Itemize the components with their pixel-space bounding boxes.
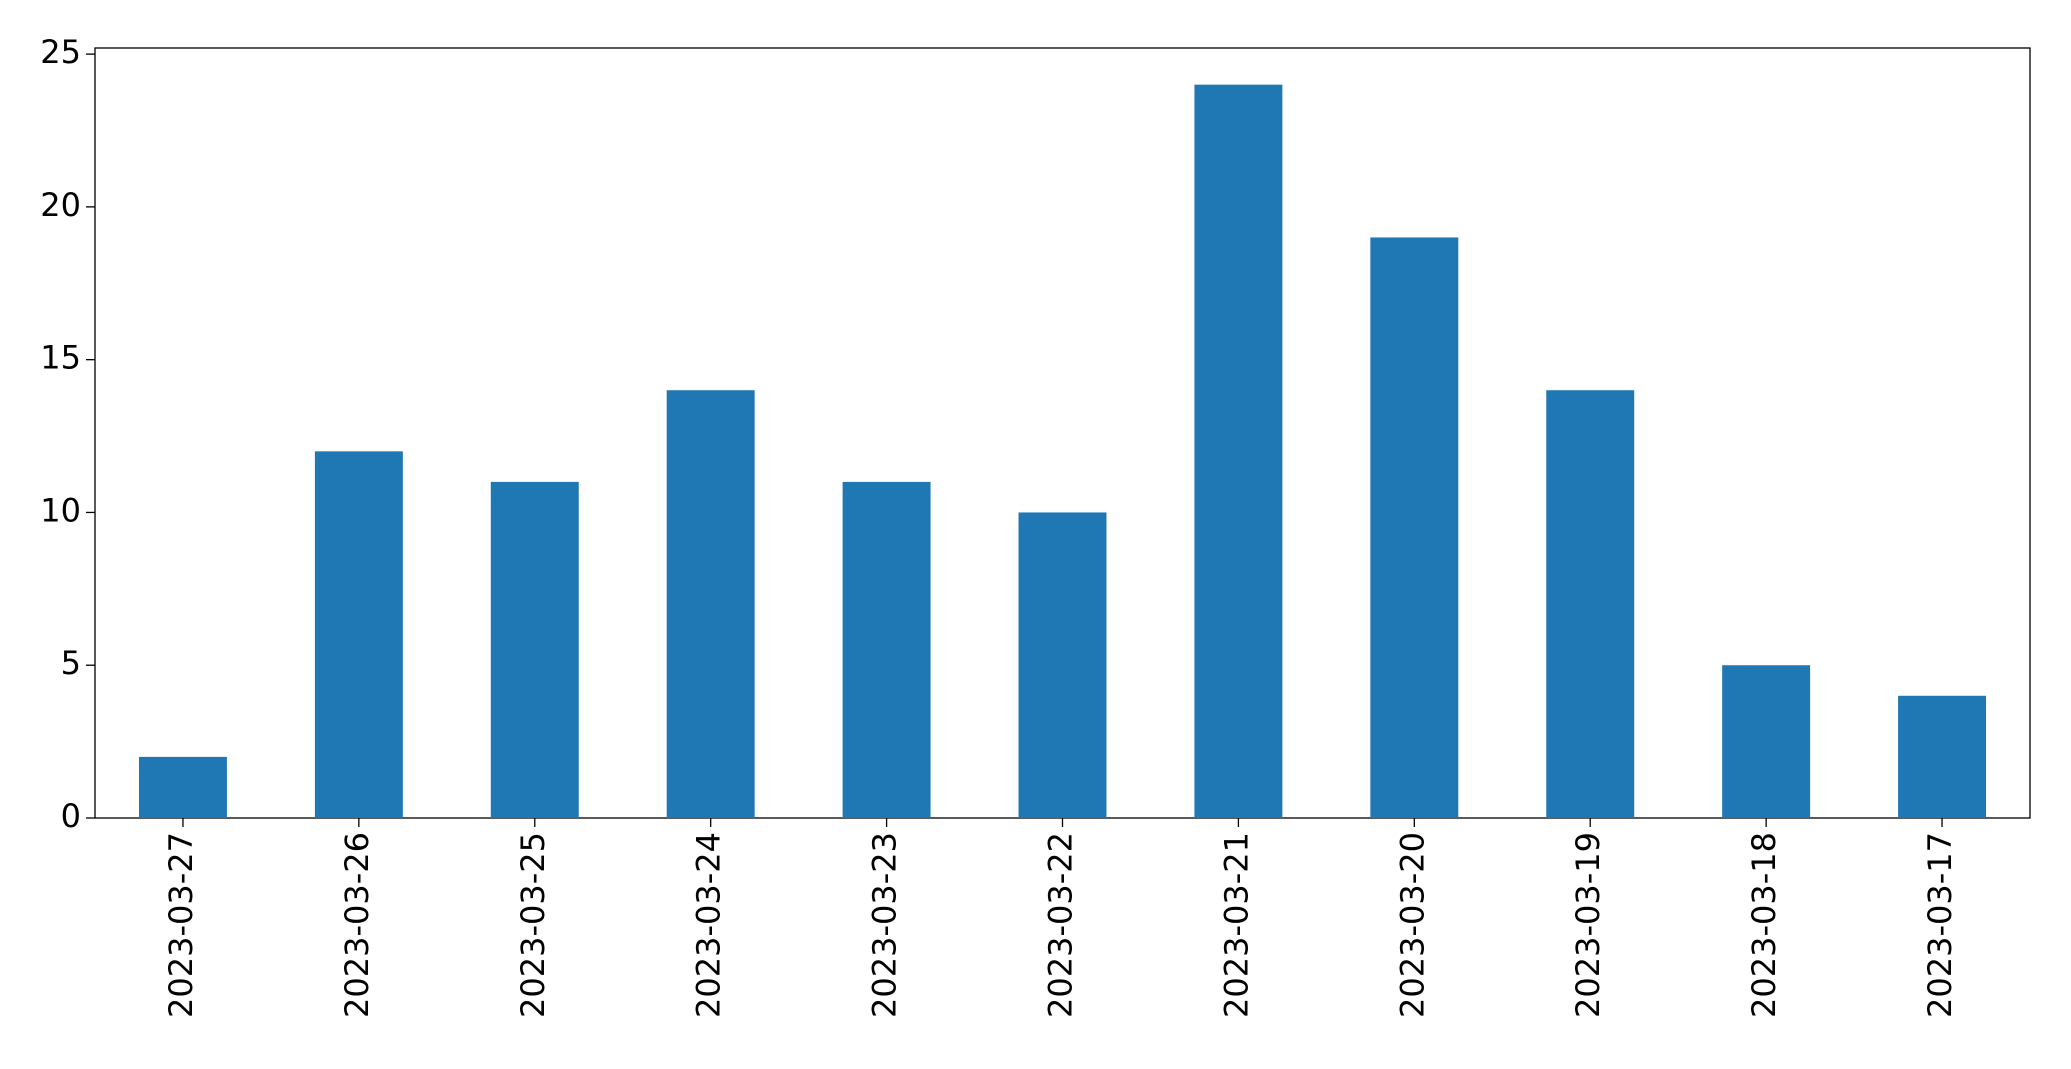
x-tick-label: 2023-03-18 [1745, 832, 1783, 1018]
x-tick-label: 2023-03-17 [1921, 832, 1959, 1018]
x-tick-label: 2023-03-24 [690, 832, 728, 1018]
y-tick-label: 10 [40, 491, 81, 529]
bar [314, 451, 403, 818]
x-tick-label: 2023-03-20 [1393, 832, 1431, 1018]
y-tick-label: 20 [40, 186, 81, 224]
bar [1370, 237, 1459, 818]
x-tick-label: 2023-03-25 [514, 832, 552, 1018]
x-tick-label: 2023-03-22 [1042, 832, 1080, 1018]
x-tick-label: 2023-03-23 [866, 832, 904, 1018]
x-tick-label: 2023-03-27 [162, 832, 200, 1018]
bar [490, 481, 579, 818]
bar [666, 390, 755, 818]
x-tick-label: 2023-03-21 [1217, 832, 1255, 1018]
x-tick-label: 2023-03-26 [338, 832, 376, 1018]
bar [1898, 695, 1987, 818]
y-tick-label: 5 [61, 644, 81, 682]
y-tick-label: 25 [40, 33, 81, 71]
bar [842, 481, 931, 818]
y-tick-label: 15 [40, 339, 81, 377]
y-tick-label: 0 [61, 797, 81, 835]
bar [1194, 84, 1283, 818]
bar [1018, 512, 1107, 818]
bar [1722, 665, 1811, 818]
bar [138, 756, 227, 818]
bar [1546, 390, 1635, 818]
x-tick-label: 2023-03-19 [1569, 832, 1607, 1018]
